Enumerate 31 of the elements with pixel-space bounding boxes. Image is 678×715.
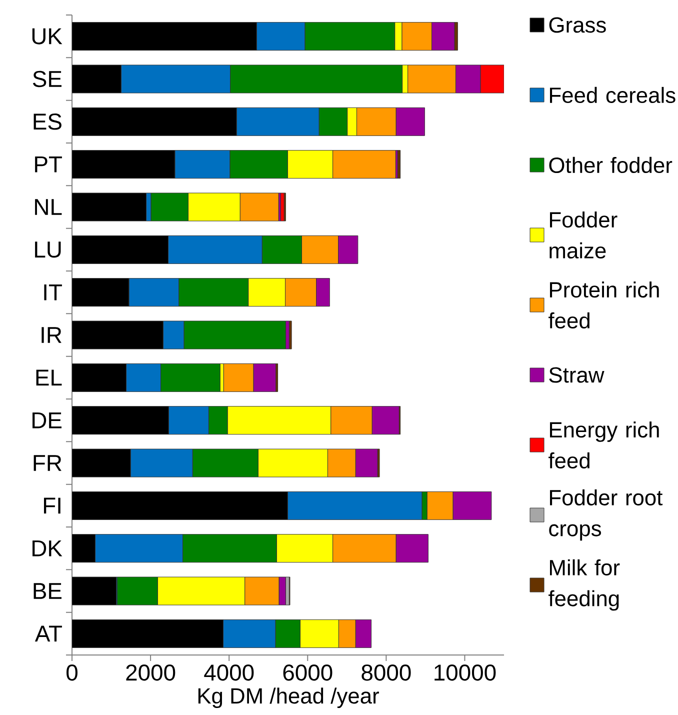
legend-label: Straw [549,367,604,383]
legend-label: Grass [549,17,606,33]
legend-label: Fodder maize [550,211,618,258]
y-tick-label: ES [34,114,62,130]
legend-label: Feed cereals [550,86,676,104]
y-tick-label: IR [42,327,62,343]
legend-label: Milk for feeding [548,559,620,611]
x-axis-title: Kg DM /head /year [198,688,379,708]
legend-label: Energy rich feed [548,421,659,468]
x-tick-label: 2000 [126,664,176,681]
y-tick-label: FI [44,498,60,514]
x-tick-label: 4000 [204,664,254,681]
y-tick-label: DE [32,412,62,428]
y-tick-label: BE [34,583,62,599]
x-tick-label: 8000 [362,664,411,681]
y-tick-label: IT [44,284,62,300]
x-tick-label: 10000 [434,664,496,681]
legend-label: Fodder root crops [549,489,663,541]
y-tick-label: EL [36,370,62,386]
y-tick-label: PT [35,156,62,172]
y-tick-label: LU [35,242,61,258]
x-tick-label: 0 [66,664,78,681]
y-tick-label: AT [34,626,62,642]
y-tick-label: NL [35,199,62,215]
legend-label: Protein rich feed [548,281,659,328]
y-tick-label: UK [32,28,62,44]
x-tick-label: 6000 [283,664,332,681]
y-tick-label: SE [32,70,62,88]
y-tick-label: FR [34,455,62,471]
legend-label: Other fodder [549,156,672,174]
y-tick-label: DK [32,540,62,556]
